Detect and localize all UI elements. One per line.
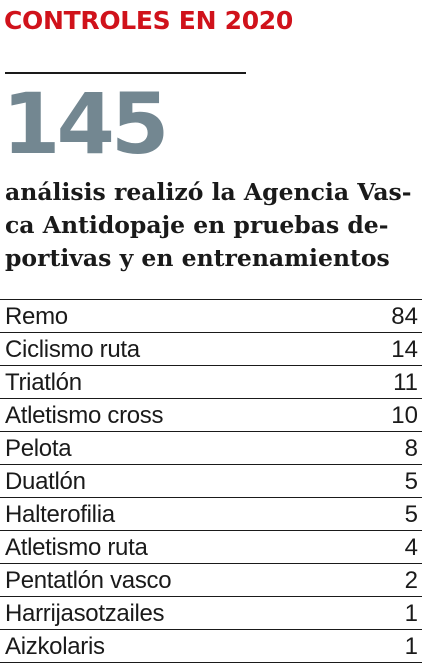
category-label: Duatlón bbox=[5, 468, 86, 495]
table-row: Pentatlón vasco 2 bbox=[0, 563, 422, 596]
table-row: Halterofilia 5 bbox=[0, 497, 422, 530]
total-caption: análisis realizó la Agencia Vas- ca Anti… bbox=[5, 178, 412, 272]
value-label: 5 bbox=[404, 468, 418, 495]
table-row: Pelota 8 bbox=[0, 431, 422, 464]
category-label: Ciclismo ruta bbox=[5, 336, 140, 363]
category-label: Atletismo cross bbox=[5, 402, 164, 429]
category-label: Atletismo ruta bbox=[5, 534, 148, 561]
value-label: 2 bbox=[404, 567, 418, 594]
category-label: Triatlón bbox=[5, 369, 82, 396]
category-label: Remo bbox=[5, 303, 68, 330]
category-label: Pelota bbox=[5, 435, 72, 462]
table-row: Ciclismo ruta 14 bbox=[0, 332, 422, 365]
value-label: 1 bbox=[404, 600, 418, 627]
value-label: 11 bbox=[393, 369, 418, 396]
table-row: Remo 84 bbox=[0, 299, 422, 332]
category-label: Halterofilia bbox=[5, 501, 115, 528]
total-figure: 145 bbox=[2, 75, 169, 173]
table-row: Triatlón 11 bbox=[0, 365, 422, 398]
value-label: 14 bbox=[391, 336, 418, 363]
table-row: Aizkolaris 1 bbox=[0, 629, 422, 663]
category-label: Harrijasotzailes bbox=[5, 600, 165, 627]
table-row: Atletismo ruta 4 bbox=[0, 530, 422, 563]
value-label: 4 bbox=[404, 534, 418, 561]
value-label: 8 bbox=[404, 435, 418, 462]
value-label: 10 bbox=[391, 402, 418, 429]
value-label: 1 bbox=[404, 633, 418, 660]
value-label: 5 bbox=[404, 501, 418, 528]
title-divider bbox=[5, 72, 246, 74]
table-row: Harrijasotzailes 1 bbox=[0, 596, 422, 629]
value-label: 84 bbox=[391, 303, 418, 330]
category-label: Aizkolaris bbox=[5, 633, 105, 660]
table-row: Atletismo cross 10 bbox=[0, 398, 422, 431]
sport-table: Remo 84 Ciclismo ruta 14 Triatlón 11 Atletismo… bbox=[0, 299, 422, 663]
category-label: Pentatlón vasco bbox=[5, 567, 172, 594]
table-row: Duatlón 5 bbox=[0, 464, 422, 497]
chart-title: CONTROLES EN 2020 bbox=[4, 6, 293, 35]
